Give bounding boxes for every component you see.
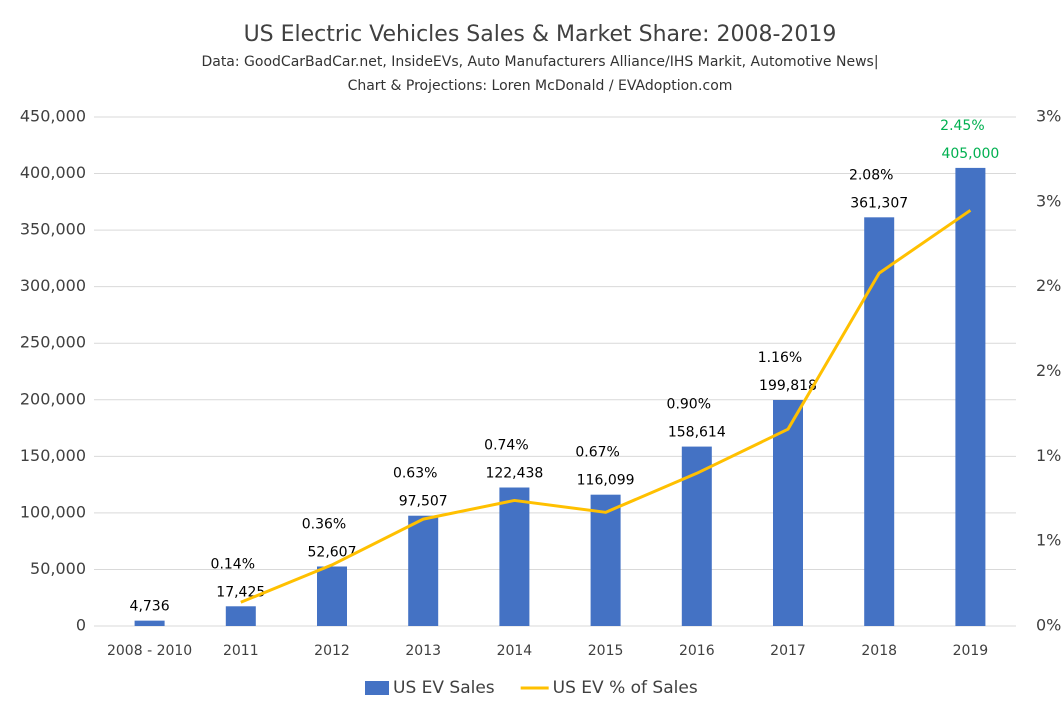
y-tick-label: 0 (76, 616, 86, 635)
y-tick-label: 400,000 (20, 163, 86, 182)
chart-title: US Electric Vehicles Sales & Market Shar… (244, 22, 837, 47)
bar-value-label: 4,736 (130, 599, 170, 615)
line-value-label: 2.45% (940, 118, 984, 134)
y-tick-label: 350,000 (20, 220, 86, 239)
bar-value-label: 361,307 (850, 195, 908, 211)
bar-value-label: 116,099 (577, 473, 635, 489)
line-value-label: 0.74% (484, 438, 528, 454)
x-tick-label: 2012 (314, 643, 350, 659)
x-tick-label: 2008 - 2010 (107, 643, 192, 659)
y-tick-label: 100,000 (20, 502, 86, 521)
bar (955, 167, 986, 626)
y2-tick-label: 0% (1036, 616, 1061, 635)
bar (773, 399, 803, 626)
y-tick-label: 300,000 (20, 276, 86, 295)
x-tick-label: 2015 (588, 643, 624, 659)
x-tick-label: 2013 (405, 643, 441, 659)
bar-value-label: 122,438 (485, 466, 543, 482)
y2-tick-label: 2% (1036, 361, 1061, 380)
x-tick-label: 2011 (223, 643, 259, 659)
y2-tick-label: 1% (1036, 446, 1061, 465)
chart-subtitle: Chart & Projections: Loren McDonald / EV… (348, 78, 733, 94)
y-tick-label: 150,000 (20, 446, 86, 465)
x-tick-label: 2019 (953, 643, 989, 659)
bar (134, 620, 165, 626)
chart-subtitle: Data: GoodCarBadCar.net, InsideEVs, Auto… (201, 54, 878, 70)
bar-value-label: 158,614 (668, 425, 726, 441)
x-tick-label: 2014 (497, 643, 533, 659)
y-tick-label: 200,000 (20, 389, 86, 408)
y-tick-label: 250,000 (20, 333, 86, 352)
line-value-label: 0.14% (211, 556, 255, 572)
line-value-label: 0.36% (302, 516, 346, 532)
bar (225, 606, 256, 626)
bar-value-label: 52,607 (308, 544, 357, 560)
bar-value-label: 97,507 (399, 494, 448, 510)
line-value-label: 0.67% (575, 445, 619, 461)
bar (499, 487, 530, 626)
bar (408, 515, 439, 626)
line (240, 209, 972, 604)
y-tick-label: 50,000 (30, 559, 86, 578)
x-tick-label: 2016 (679, 643, 715, 659)
y2-tick-label: 2% (1036, 276, 1061, 295)
line-value-label: 0.63% (393, 466, 437, 482)
y2-tick-label: 3% (1036, 191, 1061, 210)
bar (864, 217, 895, 626)
x-tick-label: 2017 (770, 643, 806, 659)
bar-value-label: 17,425 (216, 584, 265, 600)
legend-label: US EV Sales (393, 678, 495, 698)
line-value-label: 1.16% (758, 350, 802, 366)
x-tick-label: 2018 (861, 643, 897, 659)
bar-value-label: 199,818 (759, 378, 817, 394)
line-value-label: 0.90% (667, 397, 711, 413)
y2-tick-label: 3% (1036, 107, 1061, 126)
bar (317, 566, 347, 626)
y-tick-label: 450,000 (20, 107, 86, 126)
legend-label: US EV % of Sales (553, 678, 698, 698)
line-value-label: 2.08% (849, 167, 893, 183)
y2-tick-label: 1% (1036, 531, 1061, 550)
bar (590, 494, 621, 626)
bar-value-label: 405,000 (941, 146, 999, 162)
legend-swatch (365, 681, 389, 695)
